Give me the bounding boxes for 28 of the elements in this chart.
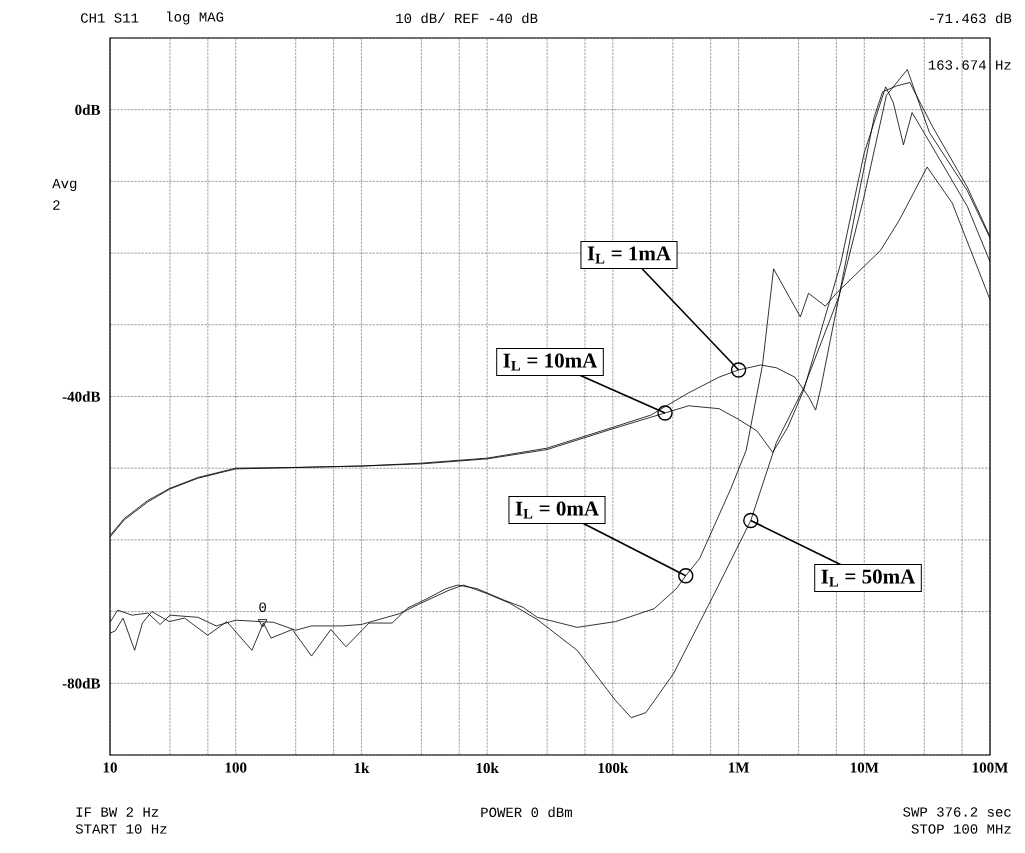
x-tick-label: 1M [728, 762, 749, 773]
text: -71.463 dB [930, 12, 1012, 24]
x-tick-label: 10 [103, 762, 117, 773]
x-tick-label: 100M [972, 762, 1008, 773]
text: POWER 0 dBm [481, 806, 572, 818]
text: CH1 S11 [80, 13, 139, 23]
text: 2 [53, 200, 60, 210]
x-tick-label: 100k [598, 762, 629, 774]
annotation: 0 [259, 602, 266, 612]
text: START 10 Hz [75, 824, 167, 834]
annotation: I$_{L}$ = 10mA [503, 353, 598, 371]
text: Avg [52, 178, 77, 192]
x-tick-label: 1k [354, 762, 370, 773]
text: 10 dB/ REF -40 dB [396, 12, 538, 24]
x-tick-label: 10k [476, 762, 499, 774]
x-tick-label: 10M [850, 762, 879, 773]
text: log MAG [167, 11, 224, 25]
annotation: I$_{L}$ = 50mA [821, 569, 916, 587]
text: STOP 100 MHz [911, 824, 1011, 834]
text: SWP 376.2 sec [903, 807, 1011, 817]
annotation: I$_{L}$ = 1mA [587, 246, 671, 264]
text: IF BW 2 Hz [76, 807, 159, 817]
annotation: 163.674 Hz [928, 60, 1011, 70]
x-tick-label: 100 [225, 762, 247, 773]
y-tick-label: -80dB [62, 678, 101, 689]
y-tick-label: -40dB [62, 391, 101, 402]
y-tick-label: 0dB [75, 104, 101, 115]
annotation: I$_{L}$ = 0mA [515, 501, 599, 519]
